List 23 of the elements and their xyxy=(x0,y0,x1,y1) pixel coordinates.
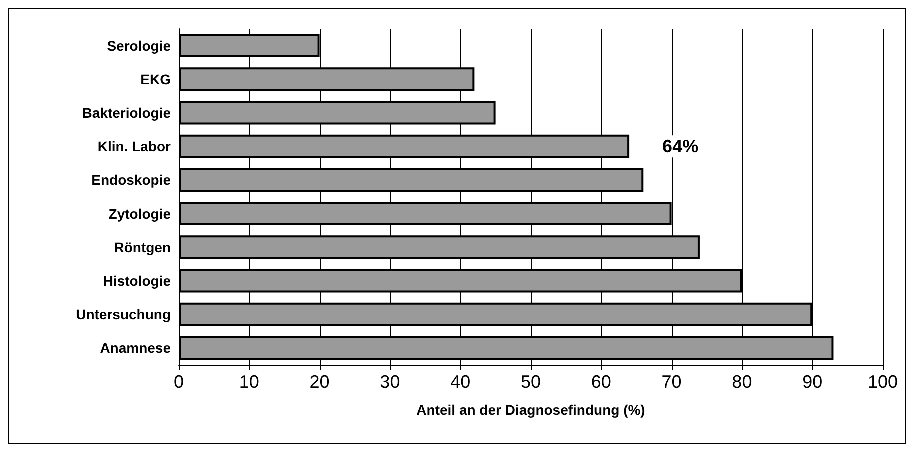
x-tick-label: 100 xyxy=(868,372,898,392)
x-tick-label: 50 xyxy=(520,372,542,392)
y-tick-label: Zytologie xyxy=(108,206,172,222)
y-tick-label: Endoskopie xyxy=(92,172,172,188)
y-tick-label: Histologie xyxy=(103,273,172,289)
x-tick-label: 60 xyxy=(591,372,612,392)
y-tick-label: EKG xyxy=(140,71,172,88)
x-tick-label: 10 xyxy=(239,372,260,392)
y-tick-label: Bakteriologie xyxy=(82,105,172,121)
x-tick-label: 70 xyxy=(662,372,682,392)
x-tick-label: 30 xyxy=(380,372,400,392)
y-tick-label: Anamnese xyxy=(100,340,172,356)
x-tick-label: 80 xyxy=(732,372,752,392)
x-tick-label: 20 xyxy=(310,372,330,392)
data-label: 64% xyxy=(662,136,699,157)
y-tick-label: Röntgen xyxy=(114,239,171,256)
x-tick-label: 0 xyxy=(174,372,184,392)
y-tick-label: Untersuchung xyxy=(76,306,171,323)
y-tick-label: Klin. Labor xyxy=(98,138,172,155)
x-axis-title: Anteil an der Diagnosefindung (%) xyxy=(416,402,646,418)
x-tick-label: 40 xyxy=(450,372,471,392)
x-tick-label: 90 xyxy=(802,372,823,392)
y-tick-label: Serologie xyxy=(107,38,172,54)
